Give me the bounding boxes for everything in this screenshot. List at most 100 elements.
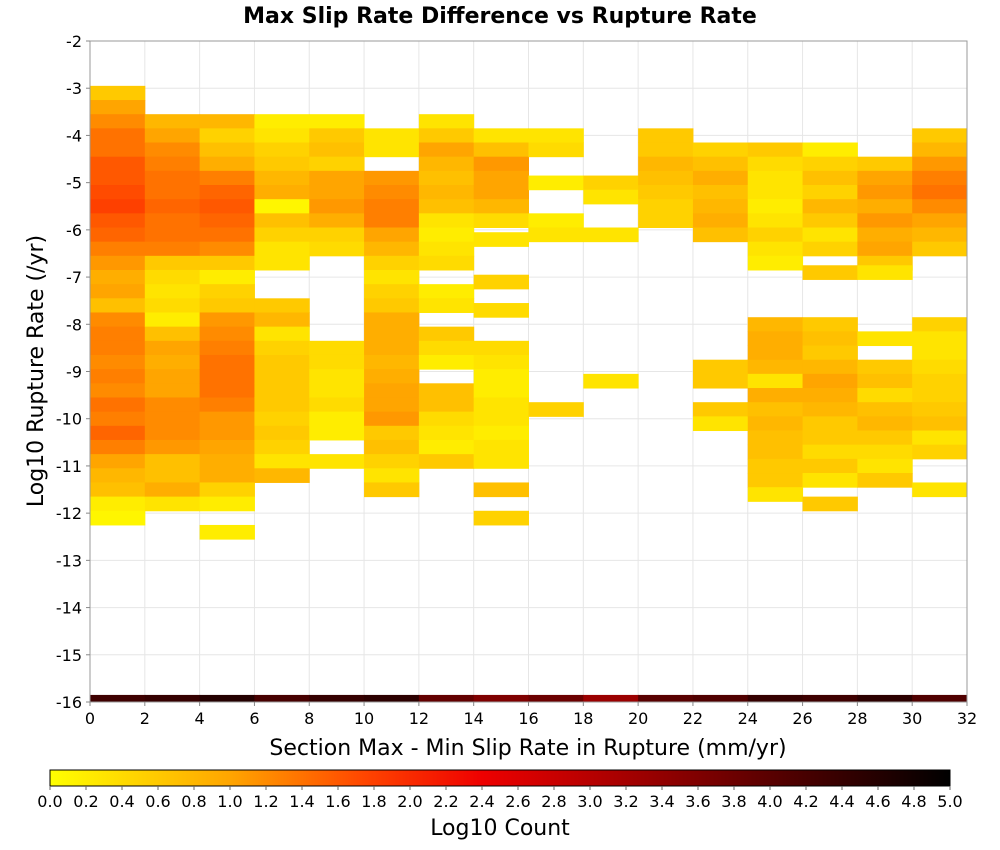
heatmap-cell — [199, 340, 255, 356]
heatmap-cell — [144, 185, 201, 200]
heatmap-cell — [309, 397, 365, 413]
heatmap-cell — [364, 482, 420, 498]
heatmap-cell — [90, 241, 146, 257]
heatmap-cell — [364, 439, 420, 455]
heatmap-cell — [199, 326, 255, 342]
heatmap-cell — [90, 425, 146, 441]
heatmap-cell — [473, 369, 529, 384]
heatmap-cell — [199, 411, 255, 427]
colorbar-label: Log10 Count — [430, 816, 570, 841]
heatmap-cell — [418, 298, 475, 313]
heatmap-cell — [747, 156, 804, 172]
heatmap-cell — [90, 312, 146, 328]
colorbar-tick-label: 4.2 — [793, 792, 818, 811]
heatmap-cell — [857, 170, 913, 186]
heatmap-cell — [199, 496, 255, 512]
heatmap-cell — [857, 388, 913, 403]
colorbar-tick-label: 5.0 — [937, 792, 962, 811]
y-tick-label: -9 — [66, 363, 82, 382]
heatmap-cell — [747, 359, 804, 375]
heatmap-cell — [418, 142, 475, 158]
heatmap-cell — [747, 185, 804, 200]
heatmap-cell — [473, 213, 529, 228]
heatmap-cell — [802, 317, 858, 332]
heatmap-cell — [199, 241, 255, 257]
heatmap-cell — [747, 388, 804, 403]
heatmap-cell — [418, 156, 475, 172]
heatmap-cell — [364, 354, 420, 370]
heatmap-cell — [583, 189, 639, 205]
heatmap-cell — [144, 496, 201, 512]
heatmap-cell — [912, 430, 968, 446]
heatmap-cell — [638, 213, 694, 228]
heatmap-cell — [309, 128, 365, 144]
heatmap-cell — [254, 383, 310, 398]
x-tick-label: 28 — [847, 709, 867, 728]
heatmap-cell — [144, 482, 201, 498]
heatmap-cell — [747, 430, 804, 446]
heatmap-cell — [802, 142, 858, 158]
heatmap-cell — [144, 227, 201, 243]
heatmap-cell — [747, 416, 804, 432]
heatmap-cell — [144, 326, 201, 342]
heatmap-cell — [692, 694, 749, 702]
heatmap-cell — [199, 482, 255, 498]
y-tick-label: -13 — [56, 551, 82, 570]
heatmap-cell — [90, 510, 146, 526]
y-tick-label: -2 — [66, 32, 82, 51]
y-tick-label: -8 — [66, 315, 82, 334]
heatmap-cell — [528, 402, 584, 417]
heatmap-cell — [912, 444, 968, 460]
heatmap-cell — [199, 199, 255, 214]
heatmap-cell — [90, 156, 146, 172]
heatmap-cell — [144, 383, 201, 398]
heatmap-cell — [638, 142, 694, 158]
heatmap-cell — [144, 213, 201, 228]
heatmap-cell — [254, 369, 310, 384]
heatmap-cell — [254, 170, 310, 186]
heatmap-cell — [364, 326, 420, 342]
heatmap-cell — [254, 694, 310, 702]
heatmap-cell — [802, 496, 858, 512]
heatmap-cell — [144, 142, 201, 158]
heatmap-cell — [418, 354, 475, 370]
y-tick-label: -16 — [56, 693, 82, 712]
heatmap-cell — [254, 213, 310, 228]
heatmap-cell — [912, 416, 968, 432]
colorbar-tick-label: 1.4 — [289, 792, 314, 811]
heatmap-cell — [857, 213, 913, 228]
heatmap-cell — [254, 185, 310, 200]
heatmap-cell — [638, 156, 694, 172]
heatmap-cell — [418, 340, 475, 356]
y-tick-label: -10 — [56, 410, 82, 429]
heatmap-cell — [473, 142, 529, 158]
heatmap-cell — [747, 402, 804, 417]
heatmap-cell — [473, 425, 529, 441]
heatmap-cell — [747, 458, 804, 474]
colorbar-tick-label: 2.6 — [505, 792, 530, 811]
heatmap-cell — [802, 156, 858, 172]
heatmap-cell — [199, 298, 255, 313]
heatmap-cell — [199, 354, 255, 370]
heatmap-cell — [747, 487, 804, 502]
heatmap-cell — [528, 694, 584, 702]
heatmap-cell — [364, 128, 420, 144]
heatmap-cell — [747, 331, 804, 347]
heatmap-cell — [309, 170, 365, 186]
heatmap-cell — [418, 326, 475, 342]
heatmap-cell — [857, 473, 913, 488]
heatmap-cell — [199, 312, 255, 328]
heatmap-cell — [912, 142, 968, 158]
heatmap-cell — [90, 185, 146, 200]
heatmap-cell — [309, 369, 365, 384]
heatmap-cell — [473, 232, 529, 247]
x-tick-label: 8 — [304, 709, 314, 728]
heatmap-cell — [528, 227, 584, 243]
heatmap-cell — [692, 142, 749, 158]
heatmap-cell — [90, 340, 146, 356]
heatmap-cell — [857, 156, 913, 172]
heatmap-cell — [418, 255, 475, 271]
heatmap-cell — [309, 383, 365, 398]
heatmap-cell — [309, 156, 365, 172]
heatmap-cell — [473, 128, 529, 144]
